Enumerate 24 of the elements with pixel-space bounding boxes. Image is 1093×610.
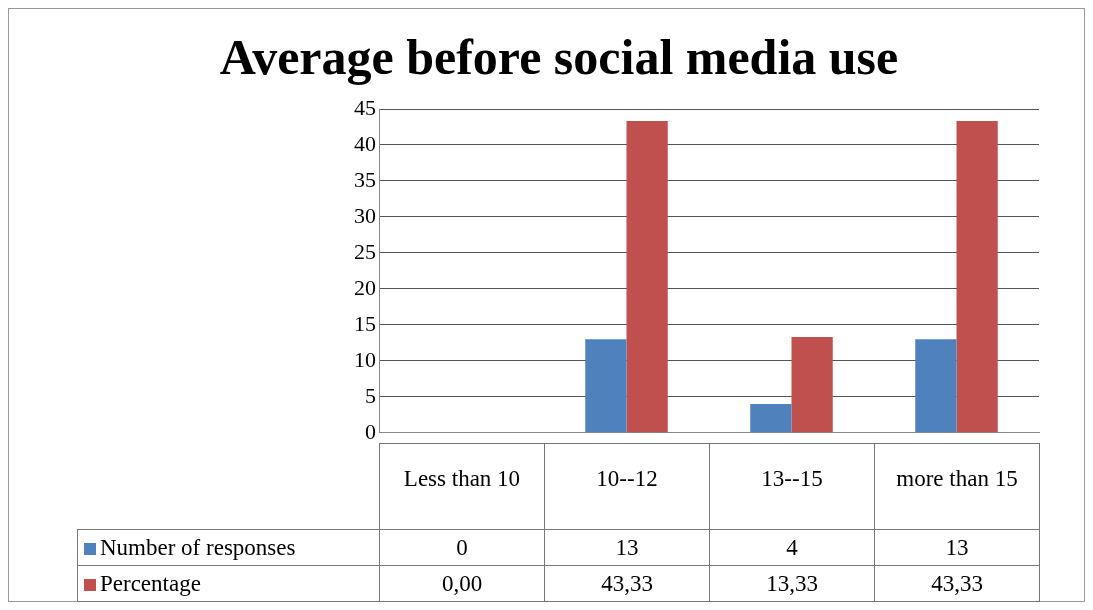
x-tick-label: 13--15 bbox=[709, 443, 875, 530]
legend-label: Number of responses bbox=[77, 529, 380, 566]
data-label: 0,00 bbox=[379, 565, 545, 602]
y-tick-label: 40 bbox=[354, 130, 376, 156]
y-tick-label: 20 bbox=[354, 274, 376, 300]
data-label: 13 bbox=[874, 529, 1040, 566]
legend-label: Percentage bbox=[77, 565, 380, 602]
x-tick-label: 10--12 bbox=[544, 443, 710, 530]
y-tick-label: 25 bbox=[354, 238, 376, 264]
y-tick-label: 45 bbox=[354, 94, 376, 120]
x-tick-label: Less than 10 bbox=[379, 443, 545, 530]
data-label: 13,33 bbox=[709, 565, 875, 602]
y-tick-label: 5 bbox=[365, 382, 376, 408]
y-tick-label: 10 bbox=[354, 346, 376, 372]
y-tick-label: 0 bbox=[365, 418, 376, 444]
y-tick-label: 35 bbox=[354, 166, 376, 192]
y-tick-label: 30 bbox=[354, 202, 376, 228]
data-label: 43,33 bbox=[874, 565, 1040, 602]
data-label: 4 bbox=[709, 529, 875, 566]
data-label: 13 bbox=[544, 529, 710, 566]
x-tick-label: more than 15 bbox=[874, 443, 1040, 530]
y-tick-label: 15 bbox=[354, 310, 376, 336]
data-label: 43,33 bbox=[544, 565, 710, 602]
chart-title: Average before social media use bbox=[219, 28, 899, 85]
